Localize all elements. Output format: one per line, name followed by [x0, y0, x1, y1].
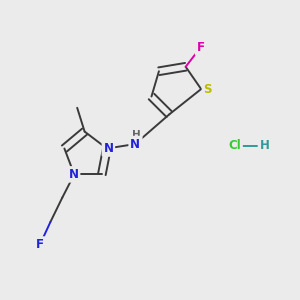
Text: N: N — [69, 168, 79, 181]
Text: H: H — [260, 139, 269, 152]
Text: N: N — [103, 142, 113, 155]
Text: N: N — [130, 138, 140, 151]
Text: S: S — [203, 82, 212, 96]
Text: F: F — [36, 238, 44, 251]
Text: Cl: Cl — [228, 139, 241, 152]
Text: F: F — [196, 41, 205, 54]
Text: H: H — [132, 130, 141, 140]
